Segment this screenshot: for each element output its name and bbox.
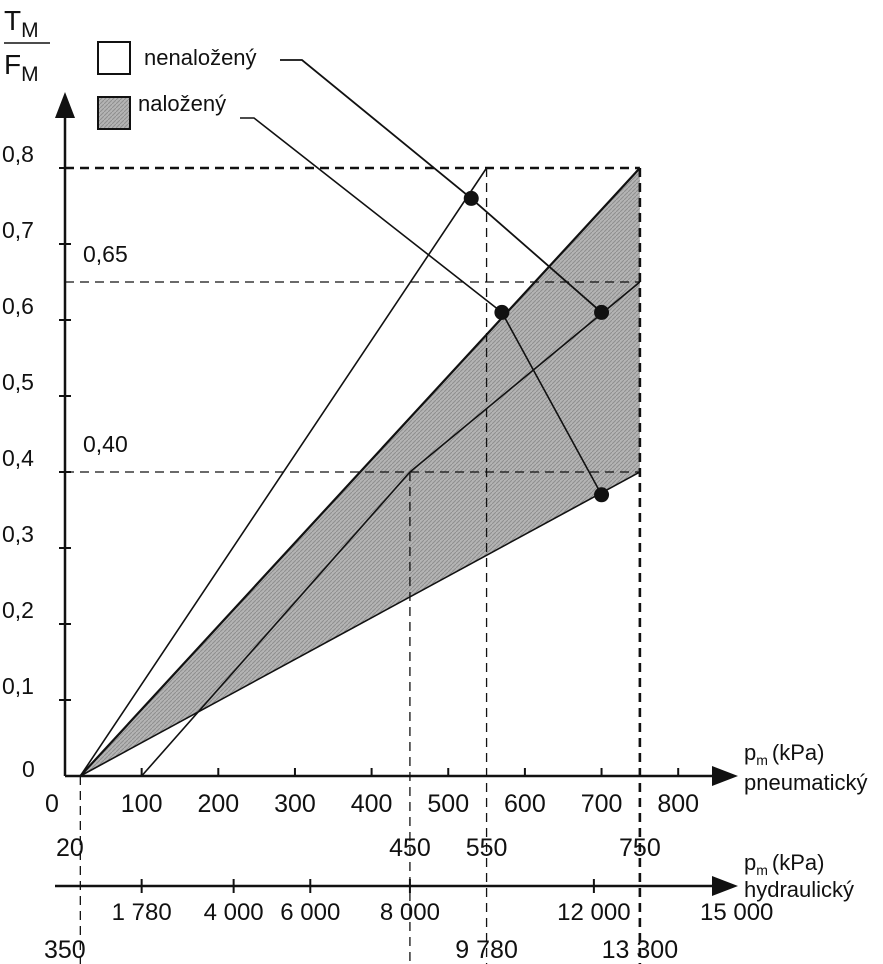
characteristic-line-2: [141, 471, 411, 777]
x-label-p: p: [744, 740, 756, 765]
y-tick-label-1: 0,1: [2, 673, 34, 699]
y-tick-label-8: 0,8: [2, 141, 34, 167]
operating-point-0: [463, 190, 479, 206]
x-special-label-2: 550: [466, 834, 508, 862]
x-axis-hydraulic: [55, 876, 738, 896]
legend-callouts: [240, 59, 603, 496]
y-ticks: 0 0,1 0,2 0,3 0,4 0,5 0,6 0,7 0,8 0,65 0,40: [2, 141, 128, 782]
y-axis: [55, 92, 75, 776]
operating-points: [463, 190, 610, 503]
y-label-denominator: F: [4, 49, 21, 80]
x-tick-label-4: 400: [351, 790, 393, 818]
x-tick-label-0: 0: [45, 790, 59, 818]
x-tick-label-7: 700: [581, 790, 623, 818]
x-tick-label-2: 200: [197, 790, 239, 818]
x-label-hydraulic: pm (kPa) hydraulický: [744, 850, 854, 902]
legend-label-unloaded: nenaložený: [144, 45, 257, 70]
y-tick-label-4: 0,4: [2, 445, 34, 471]
legend-swatch-loaded: [97, 96, 131, 130]
h-label-sub: m: [756, 862, 768, 878]
h-label-p: p: [744, 850, 756, 875]
characteristic-line-1: [79, 167, 641, 777]
operating-point-3: [594, 487, 610, 503]
x-tick-label-5: 500: [427, 790, 469, 818]
x-label-unit: (kPa): [772, 740, 825, 765]
y-tick-label-5: 0,5: [2, 369, 34, 395]
h-label-type: hydraulický: [744, 877, 854, 902]
operating-point-1: [494, 304, 510, 320]
x-label-pneumatic: pm (kPa) pneumatický: [744, 740, 868, 795]
h-special-label-1: 9 780: [455, 936, 518, 964]
h-special-label-2: 13 300: [602, 936, 678, 964]
h-tick-label-1: 4 000: [204, 899, 264, 926]
y-label-denominator-sub: M: [21, 63, 39, 86]
x-tick-label-3: 300: [274, 790, 316, 818]
x-tick-label-8: 800: [657, 790, 699, 818]
y-axis-label: TM FM: [4, 5, 50, 86]
h-tick-label-4: 12 000: [557, 899, 630, 926]
callout-unloaded: [280, 59, 603, 314]
h-special-label-0: 350: [44, 936, 86, 964]
svg-text:pm(kPa): pm (kPa): [744, 740, 824, 768]
svg-text:TM: TM: [4, 5, 39, 42]
h-tick-label-5: 15 000: [700, 899, 773, 926]
characteristic-line-4: [79, 471, 641, 777]
h-label-unit: (kPa): [772, 850, 825, 875]
x-special-label-0: 20: [56, 834, 84, 862]
y-tick-label-7: 0,7: [2, 217, 34, 243]
y-tick-label-3: 0,3: [2, 521, 34, 547]
y-tick-label-2: 0,2: [2, 597, 34, 623]
y-label-numerator-sub: M: [21, 19, 39, 42]
x-tick-label-1: 100: [121, 790, 163, 818]
x-tick-label-6: 600: [504, 790, 546, 818]
characteristic-line-0: [79, 167, 488, 777]
y-tick-label-0: 0: [22, 756, 35, 782]
callout-loaded: [240, 117, 603, 496]
h-tick-label-0: 1 780: [112, 899, 172, 926]
operating-point-2: [594, 304, 610, 320]
y-ref-label-0: 0,65: [83, 241, 128, 267]
x-axis-pneumatic: [65, 766, 738, 786]
x-label-sub: m: [756, 752, 768, 768]
h-tick-label-2: 6 000: [280, 899, 340, 926]
x-ticks: 0 100 200 300 400 500 600 700 800 20 450 550 750: [45, 768, 699, 862]
svg-text:FM: FM: [4, 49, 39, 86]
legend-swatch-unloaded: [97, 41, 131, 75]
hydraulic-ticks: 1 780 4 000 6 000 8 000 12 000 15 000 350 9 780…: [44, 879, 773, 964]
y-label-numerator: T: [4, 5, 21, 36]
legend-label-loaded: naložený: [138, 91, 226, 116]
legend: nenaložený naložený: [97, 41, 257, 130]
x-special-label-3: 750: [619, 834, 661, 862]
y-ref-label-1: 0,40: [83, 431, 128, 457]
h-tick-label-3: 8 000: [380, 899, 440, 926]
x-special-label-1: 450: [389, 834, 431, 862]
y-tick-label-6: 0,6: [2, 293, 34, 319]
svg-text:pm(kPa): pm (kPa): [744, 850, 824, 878]
x-label-type: pneumatický: [744, 770, 868, 795]
